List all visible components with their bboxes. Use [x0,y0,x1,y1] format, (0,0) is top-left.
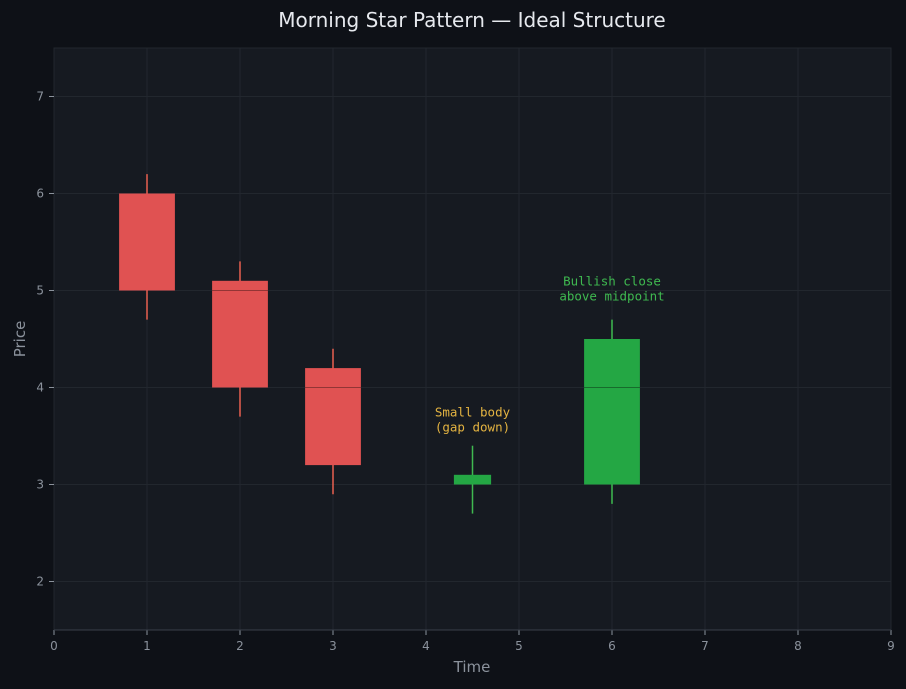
y-tick-label: 6 [36,187,44,201]
y-tick-label: 2 [36,575,44,589]
x-tick-label: 5 [515,639,523,653]
x-tick-label: 7 [701,639,709,653]
candle [453,445,492,514]
candle-body [212,280,268,388]
x-tick-label: 3 [329,639,337,653]
candles [119,174,640,514]
annotation-line: Small body [435,405,511,420]
annotation: Small body (gap down) [435,405,511,435]
candle [212,261,268,417]
x-tick-label: 6 [608,639,616,653]
y-tick-label: 3 [36,478,44,492]
x-axis-title: Time [453,658,491,676]
candle-body [119,193,175,291]
candle-body [305,368,361,466]
y-tick-label: 4 [36,381,44,395]
candle [584,319,640,504]
annotation-line: Bullish close [563,274,661,289]
x-tick-label: 9 [887,639,895,653]
plot-area [53,47,892,631]
axes: 0 1 2 3 4 5 6 7 8 9 2 3 4 5 6 7 [36,90,894,654]
x-tick-label: 8 [794,639,802,653]
x-tick-label: 1 [143,639,151,653]
y-tick-label: 7 [36,90,44,104]
x-tick-label: 4 [422,639,430,653]
y-axis-title: Price [11,321,29,358]
x-tick-label: 0 [50,639,58,653]
annotation-line: above midpoint [559,289,664,304]
candle-body [584,339,640,485]
chart-title: Morning Star Pattern — Ideal Structure [278,8,665,32]
candle [119,174,175,320]
annotation: Bullish close above midpoint [559,274,664,304]
annotation-line: (gap down) [435,420,510,435]
grid-lines [53,48,892,630]
y-tick-label: 5 [36,284,44,298]
candle-body [453,474,492,485]
x-tick-label: 2 [236,639,244,653]
candle [305,348,361,495]
annotations: Small body (gap down) Bullish close above m… [435,274,665,435]
